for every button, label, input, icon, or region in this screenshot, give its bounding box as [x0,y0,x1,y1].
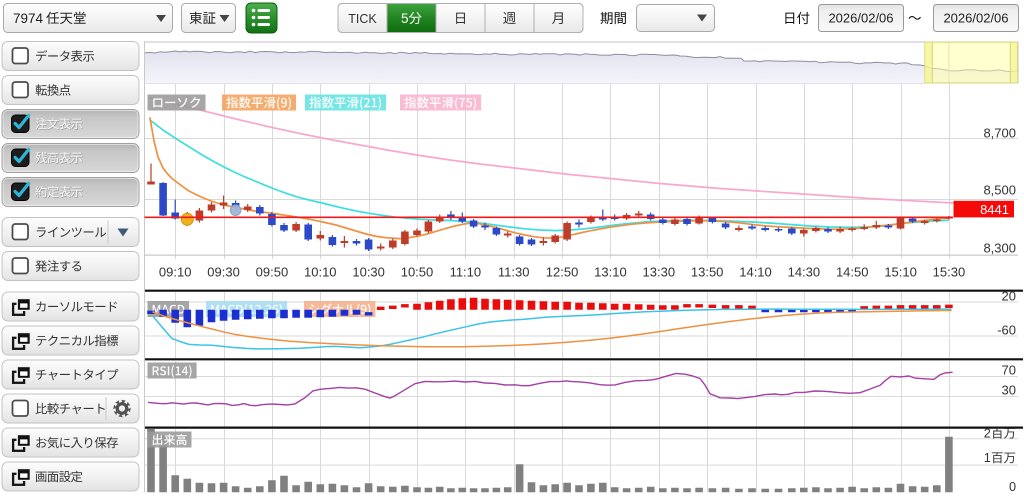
svg-text:13:10: 13:10 [594,264,627,279]
svg-text:8441: 8441 [980,202,1009,217]
svg-text:2026/02/06: 2026/02/06 [828,11,893,26]
svg-text:TICK: TICK [348,12,377,26]
svg-text:5: 5 [401,11,409,26]
svg-text:13:30: 13:30 [643,264,676,279]
svg-text:20: 20 [1002,289,1016,304]
svg-text:0: 0 [1009,480,1016,494]
svg-text:10:10: 10:10 [304,264,337,279]
svg-text:15:30: 15:30 [933,264,966,279]
svg-text:09:50: 09:50 [256,264,289,279]
svg-text:1: 1 [984,451,991,465]
svg-text:70: 70 [1002,362,1016,377]
svg-text:10:50: 10:50 [401,264,434,279]
svg-text:13:50: 13:50 [691,264,724,279]
svg-text:11:10: 11:10 [450,264,482,279]
svg-text:7974: 7974 [13,11,44,26]
svg-text:09:10: 09:10 [159,264,192,279]
svg-text:11:30: 11:30 [498,264,530,279]
svg-text:10:30: 10:30 [352,264,385,279]
svg-text:12:50: 12:50 [546,264,579,279]
svg-text:15:10: 15:10 [884,264,917,279]
svg-text:14:10: 14:10 [739,264,772,279]
svg-text:09:30: 09:30 [207,264,240,279]
svg-text:30: 30 [1002,382,1016,397]
svg-text:-60: -60 [997,323,1016,338]
svg-text:2: 2 [984,427,991,441]
svg-text:8,500: 8,500 [983,183,1016,198]
svg-text:8,700: 8,700 [983,126,1016,141]
svg-text:14:50: 14:50 [836,264,869,279]
svg-text:2026/02/06: 2026/02/06 [943,11,1008,26]
svg-text:14:30: 14:30 [788,264,821,279]
svg-text:8,300: 8,300 [983,241,1016,256]
